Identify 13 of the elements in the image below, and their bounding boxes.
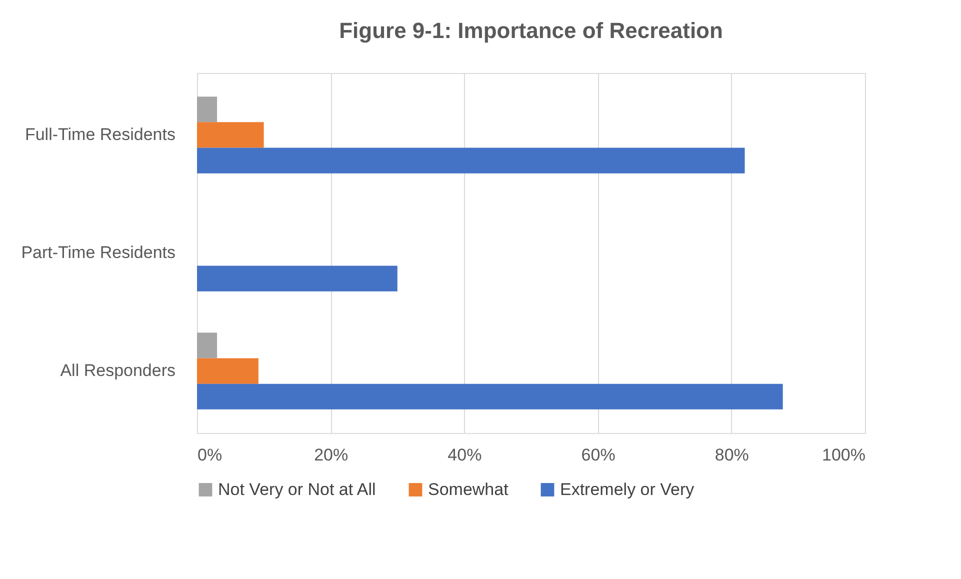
legend-label: Extremely or Very: [560, 480, 695, 499]
x-tick-label: 60%: [581, 446, 616, 464]
x-tick-label: 20%: [314, 446, 348, 464]
x-tick-label: 0%: [198, 446, 222, 464]
legend-label: Not Very or Not at All: [218, 480, 376, 499]
x-tick-label: 80%: [714, 446, 749, 464]
y-tick-label: Full-Time Residents: [24, 124, 176, 144]
x-tick-label: 40%: [448, 446, 482, 464]
legend-label: Somewhat: [428, 480, 509, 499]
y-tick-label: All Responders: [60, 361, 176, 380]
x-tick-label: 100%: [822, 446, 866, 464]
y-tick-label: Part-Time Residents: [21, 243, 176, 262]
chart-title: Figure 9-1: Importance of Recreation: [339, 18, 723, 43]
